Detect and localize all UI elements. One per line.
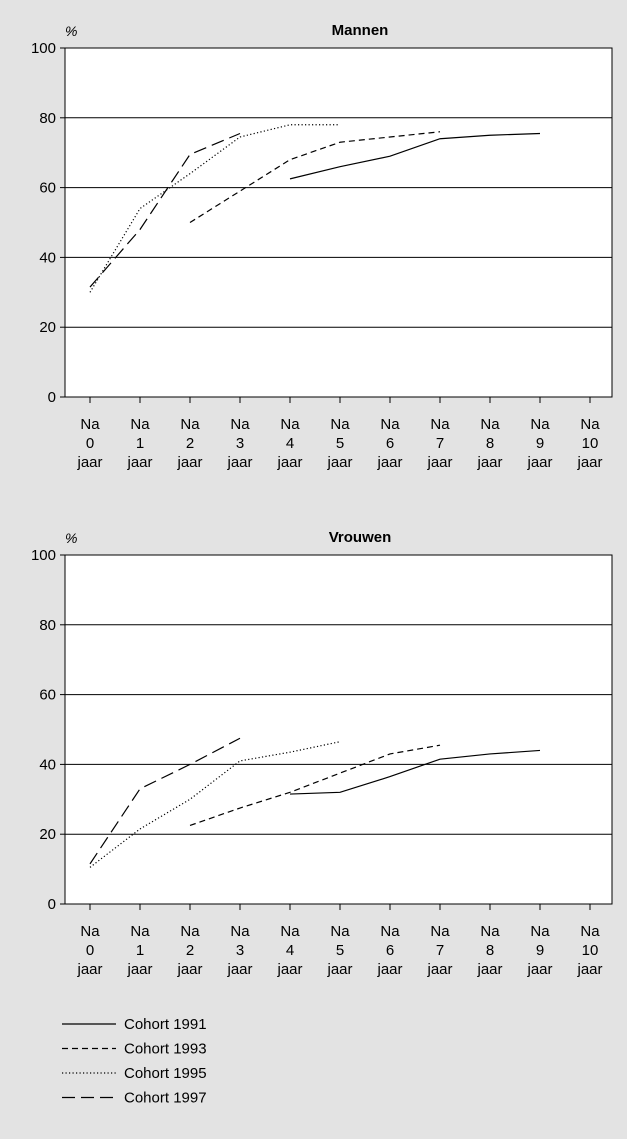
y-tick-label: 40 (39, 756, 56, 773)
x-tick-label: Na 2 jaar (176, 923, 202, 978)
chart-title: Vrouwen (329, 529, 392, 546)
y-tick-label: 80 (39, 110, 56, 127)
x-tick-label: Na 7 jaar (426, 923, 452, 978)
legend: Cohort 1991 Cohort 1993 Cohort 1995 Cohort … (62, 1016, 207, 1107)
chart-vrouwen: 0 20 40 60 80 100 Vrouwen% Na 0 jaar Na 1 jaar Na 2 jaa… (31, 529, 613, 978)
x-tick-label: Na 3 jaar (226, 923, 252, 978)
x-tick-label: Na 9 jaar (526, 923, 552, 978)
series-line (289, 749, 541, 795)
series-line (189, 744, 441, 827)
x-tick-label: Na 0 jaar (76, 416, 102, 471)
x-tick-label: Na 4 jaar (276, 416, 302, 471)
y-tick-label: 80 (39, 617, 56, 634)
chart-mannen: 0 20 40 60 80 100 Mannen% Na 0 jaar Na 1 jaar Na 2 jaar… (31, 22, 613, 471)
series-line (89, 124, 340, 293)
x-tick-label: Na 6 jaar (376, 416, 402, 471)
series-line (89, 132, 241, 288)
y-tick-label: 20 (39, 319, 56, 336)
y-tick-label: 0 (48, 389, 56, 406)
y-axis-label: % (65, 23, 77, 39)
plot-area (64, 47, 613, 398)
series-line (89, 741, 341, 868)
x-tick-label: Na 5 jaar (326, 923, 352, 978)
y-tick-label: 20 (39, 826, 56, 843)
x-tick-label: Na 3 jaar (226, 416, 252, 471)
x-tick-label: Na 7 jaar (426, 416, 452, 471)
legend-label: Cohort 1995 (124, 1065, 207, 1082)
plot-area (64, 554, 613, 905)
x-tick-label: Na 5 jaar (326, 416, 352, 471)
y-axis-label: % (65, 530, 77, 546)
x-tick-label: Na 8 jaar (476, 923, 502, 978)
legend-label: Cohort 1993 (124, 1041, 207, 1058)
x-tick-label: Na 10 jaar (576, 923, 602, 978)
x-tick-label: Na 1 jaar (126, 923, 152, 978)
series-line (89, 737, 241, 865)
y-tick-label: 0 (48, 896, 56, 913)
x-tick-label: Na 8 jaar (476, 416, 502, 471)
y-tick-label: 40 (39, 249, 56, 266)
x-tick-label: Na 6 jaar (376, 923, 402, 978)
x-tick-label: Na 10 jaar (576, 416, 602, 471)
series-line (289, 132, 541, 180)
chart-title: Mannen (332, 22, 389, 39)
x-tick-label: Na 0 jaar (76, 923, 102, 978)
series-line (189, 131, 441, 224)
y-tick-label: 100 (31, 40, 56, 57)
x-tick-label: Na 9 jaar (526, 416, 552, 471)
legend-label: Cohort 1991 (124, 1016, 207, 1033)
x-tick-label: Na 2 jaar (176, 416, 202, 471)
x-tick-label: Na 4 jaar (276, 923, 302, 978)
y-tick-label: 100 (31, 547, 56, 564)
x-tick-label: Na 1 jaar (126, 416, 152, 471)
y-tick-label: 60 (39, 687, 56, 704)
y-tick-label: 60 (39, 180, 56, 197)
legend-label: Cohort 1997 (124, 1090, 207, 1107)
